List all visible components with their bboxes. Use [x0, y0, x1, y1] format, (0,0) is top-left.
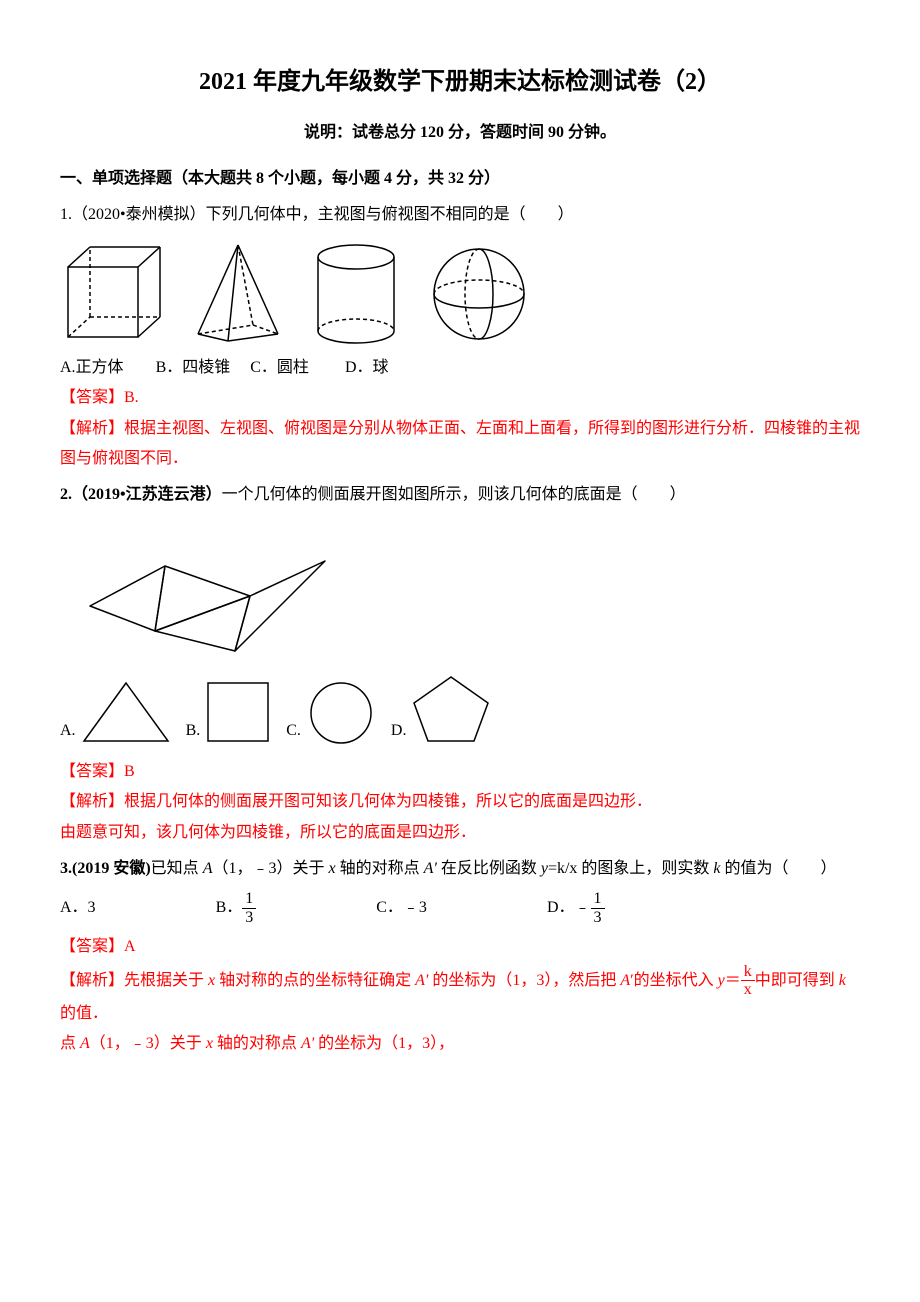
q1-opt-d: D．球 — [345, 359, 389, 376]
q3-explanation-2: 点 A（1，﹣3）关于 x 轴的对称点 A' 的坐标为（1，3）， — [60, 1029, 860, 1059]
q2-opt-a-label: A. — [60, 716, 76, 746]
frac-den-x: x — [741, 981, 755, 999]
q3-exp1-k: k — [839, 972, 846, 989]
frac-num: 1 — [242, 890, 256, 909]
cylinder-icon — [306, 239, 406, 349]
q3-exp2-Ap: A' — [301, 1035, 314, 1052]
q3-opt-d: D．﹣13 — [547, 890, 605, 926]
frac-num-2: 1 — [591, 890, 605, 909]
q3-exp2-c: 轴的对称点 — [213, 1035, 301, 1052]
q1-explanation: 【解析】根据主视图、左视图、俯视图是分别从物体正面、左面和上面看，所得到的图形进… — [60, 414, 860, 475]
q2-text: 一个几何体的侧面展开图如图所示，则该几何体的底面是（ ） — [222, 486, 686, 503]
q2-explanation-2: 由题意可知，该几何体为四棱锥，所以它的底面是四边形． — [60, 818, 860, 848]
q3-opt-b-label: B． — [216, 899, 243, 916]
q3-exp1-g: 的值． — [60, 1005, 108, 1022]
q3-var-A: A — [203, 860, 213, 877]
q3-text-a: 已知点 — [151, 860, 203, 877]
q3-opt-a: A．3 — [60, 893, 96, 923]
q3-exp1-e: ＝ — [725, 972, 741, 989]
cube-icon — [60, 239, 170, 349]
section-1-header: 一、单项选择题（本大题共 8 个小题，每小题 4 分，共 32 分） — [60, 164, 860, 194]
q3-exp2-b: （1，﹣3）关于 — [90, 1035, 206, 1052]
fraction-neg-one-third: 13 — [591, 890, 605, 926]
q2-options-row: A. B. C. D. — [60, 671, 860, 747]
q3-answer: 【答案】A — [60, 932, 860, 962]
q3-exp1-Ap: A' — [415, 972, 428, 989]
q1-figures-row — [60, 239, 860, 349]
q3-opt-b: B．13 — [216, 890, 257, 926]
q3-var-x: x — [328, 860, 335, 877]
q3-explanation-1: 【解析】先根据关于 x 轴对称的点的坐标特征确定 A' 的坐标为（1，3），然后… — [60, 963, 860, 1030]
q3-exp2-x: x — [206, 1035, 213, 1052]
question-1: 1.（2020•泰州模拟）下列几何体中，主视图与俯视图不相同的是（ ） — [60, 200, 860, 230]
q3-opt-c: C．﹣3 — [376, 893, 427, 923]
q3-exp1-c: 的坐标为（1，3），然后把 — [428, 972, 620, 989]
q2-opt-c-label: C. — [286, 716, 301, 746]
q3-text-e: =k/x 的图象上，则实数 — [548, 860, 713, 877]
q1-answer: 【答案】B. — [60, 383, 860, 413]
q3-exp1-d: ′的坐标代入 — [630, 972, 718, 989]
q3-opt-d-label: D．﹣ — [547, 899, 591, 916]
q3-var-Aprime: A' — [424, 860, 437, 877]
q2-opt-b-label: B. — [186, 716, 201, 746]
q2-opt-d-label: D. — [391, 716, 407, 746]
pentagon-icon — [406, 671, 496, 747]
q1-opt-c: C．圆柱 — [250, 359, 309, 376]
q3-text-c: 轴的对称点 — [336, 860, 424, 877]
q3-exp1-f: 中即可得到 — [755, 972, 839, 989]
q3-text-d: 在反比例函数 — [437, 860, 541, 877]
frac-den-2: 3 — [591, 909, 605, 927]
q1-options: A.正方体 B．四棱锥 C．圆柱 D．球 — [60, 353, 860, 383]
q2-answer: 【答案】B — [60, 757, 860, 787]
q3-exp1-a: 【解析】先根据关于 — [60, 972, 208, 989]
q3-text-f: 的值为（ ） — [721, 860, 837, 877]
net-icon — [80, 521, 340, 661]
frac-den: 3 — [242, 909, 256, 927]
q2-unfold-figure — [80, 521, 860, 661]
square-icon — [200, 677, 276, 747]
q3-exp1-y: y — [718, 972, 725, 989]
circle-icon — [301, 677, 381, 747]
q3-prefix: 3.(2019 安徽) — [60, 860, 151, 877]
exam-subtitle: 说明：试卷总分 120 分，答题时间 90 分钟。 — [60, 118, 860, 148]
q3-exp2-A: A — [80, 1035, 90, 1052]
q2-prefix: 2.（2019•江苏连云港） — [60, 486, 222, 503]
q3-exp1-A: A — [620, 972, 630, 989]
q3-text-b: （1，﹣3）关于 — [212, 860, 328, 877]
q3-var-k: k — [713, 860, 720, 877]
q1-opt-b: B．四棱锥 — [156, 359, 231, 376]
fraction-k-over-x: kx — [741, 963, 755, 999]
pyramid-icon — [188, 239, 288, 349]
q3-exp2-a: 点 — [60, 1035, 80, 1052]
fraction-one-third: 13 — [242, 890, 256, 926]
triangle-icon — [76, 677, 176, 747]
q3-options: A．3 B．13 C．﹣3 D．﹣13 — [60, 890, 860, 926]
exam-title: 2021 年度九年级数学下册期末达标检测试卷（2） — [60, 60, 860, 106]
q3-exp1-b: 轴对称的点的坐标特征确定 — [215, 972, 415, 989]
q2-explanation-1: 【解析】根据几何体的侧面展开图可知该几何体为四棱锥，所以它的底面是四边形． — [60, 787, 860, 817]
q1-opt-a: A.正方体 — [60, 359, 124, 376]
frac-num-k: k — [741, 963, 755, 982]
q3-var-y: y — [541, 860, 548, 877]
sphere-icon — [424, 239, 534, 349]
q3-exp2-d: 的坐标为（1，3）， — [314, 1035, 454, 1052]
question-3: 3.(2019 安徽)已知点 A（1，﹣3）关于 x 轴的对称点 A' 在反比例… — [60, 854, 860, 884]
question-2: 2.（2019•江苏连云港）一个几何体的侧面展开图如图所示，则该几何体的底面是（… — [60, 480, 860, 510]
